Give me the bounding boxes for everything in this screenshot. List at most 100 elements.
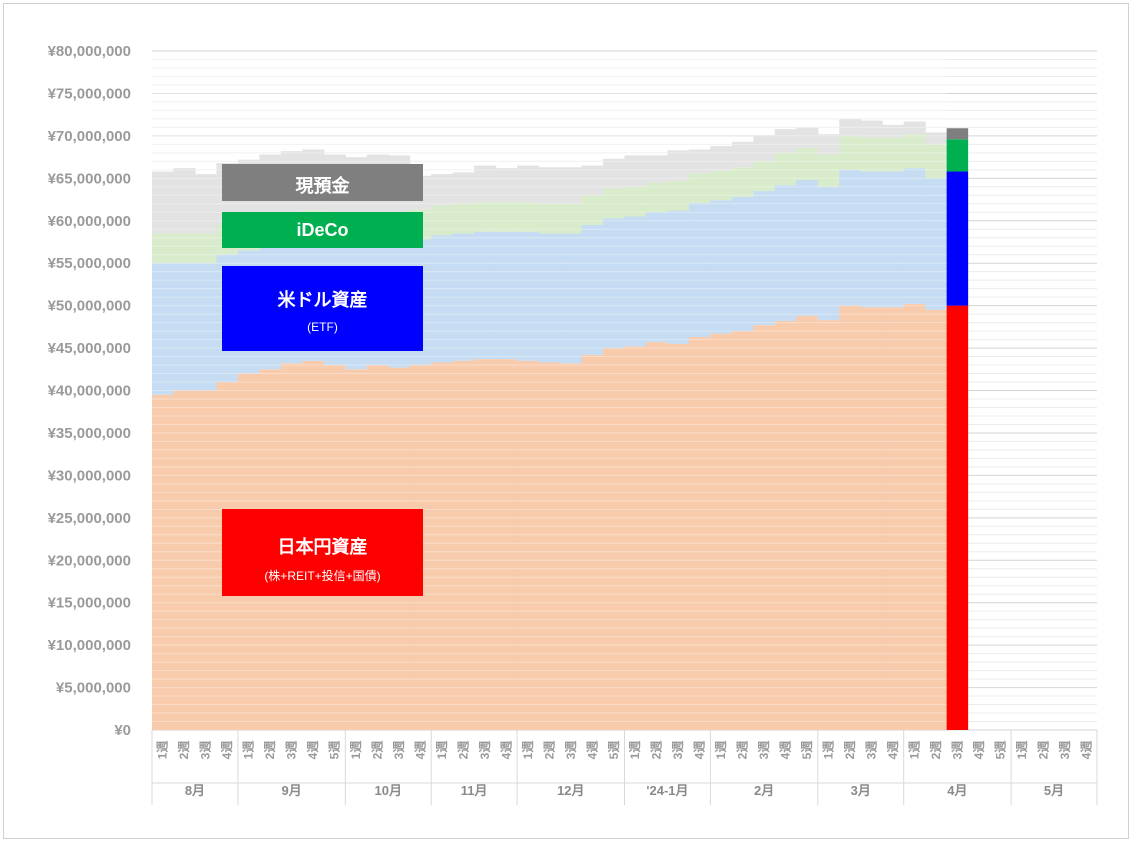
bar-ideco — [431, 205, 454, 236]
week-label: 5週 — [606, 741, 621, 760]
week-label: 1週 — [434, 741, 449, 760]
bar-usd_assets — [667, 210, 690, 344]
bar-usd_assets — [946, 171, 969, 306]
bar-cash — [839, 118, 862, 136]
y-tick-label: ¥75,000,000 — [48, 85, 131, 102]
bar-cash — [431, 174, 454, 206]
bar-cash — [603, 158, 626, 189]
bar-jpy_assets — [731, 331, 754, 730]
week-label: 5週 — [327, 741, 342, 760]
bar-ideco — [173, 233, 196, 264]
week-label: 4週 — [778, 741, 793, 760]
bar-ideco — [903, 134, 926, 169]
bar-cash — [538, 167, 561, 204]
legend-jpy-sub: (株+REIT+投信+国債) — [264, 569, 381, 583]
week-label: 4週 — [305, 741, 320, 760]
week-label: 1週 — [520, 741, 535, 760]
bar-usd_assets — [495, 231, 518, 360]
week-label: 4週 — [971, 741, 986, 760]
bar-cash — [731, 141, 754, 168]
y-tick-label: ¥25,000,000 — [48, 510, 131, 527]
bar-jpy_assets — [452, 360, 475, 730]
bar-ideco — [946, 139, 969, 172]
bar-usd_assets — [731, 196, 754, 332]
month-label: 12月 — [557, 783, 584, 798]
bar-usd_assets — [753, 191, 776, 326]
x-axis: 1週 2週 3週 4週 8月 1週 2週 3週 4週 5週 9月 1週 2週 3週 4週 10月 1週 2週 3週 4… — [151, 730, 1098, 805]
bar-ideco — [860, 137, 883, 172]
month-label: 4月 — [947, 783, 967, 798]
week-label: 3週 — [391, 741, 406, 760]
week-label: 3週 — [1057, 741, 1072, 760]
y-tick-label: ¥80,000,000 — [48, 43, 131, 60]
bar-cash — [560, 167, 583, 204]
week-label: 1週 — [348, 741, 363, 760]
bar-usd_assets — [925, 178, 948, 310]
bar-ideco — [152, 233, 175, 264]
bar-jpy_assets — [173, 390, 196, 730]
bar-cash — [753, 135, 776, 162]
week-label: 2週 — [1035, 741, 1050, 760]
bar-usd_assets — [774, 185, 797, 321]
bar-usd_assets — [538, 233, 561, 363]
y-tick-label: ¥45,000,000 — [48, 340, 131, 357]
bar-usd_assets — [517, 231, 540, 361]
bar-ideco — [645, 182, 669, 213]
bar-cash — [452, 172, 475, 204]
y-tick-label: ¥55,000,000 — [48, 255, 131, 272]
y-tick-label: ¥35,000,000 — [48, 425, 131, 442]
bar-ideco — [624, 186, 647, 217]
y-tick-label: ¥30,000,000 — [48, 467, 131, 484]
legend-box-jpy: 日本円資産 (株+REIT+投信+国債) — [222, 509, 423, 596]
week-label: 2週 — [842, 741, 857, 760]
bar-usd_assets — [860, 171, 883, 308]
week-label: 3週 — [198, 741, 213, 760]
y-tick-label: ¥10,000,000 — [48, 637, 131, 654]
bar-ideco — [194, 233, 218, 264]
bar-usd_assets — [431, 235, 454, 363]
legend-jpy-label: 日本円資産 — [277, 537, 368, 557]
bar-jpy_assets — [667, 343, 690, 730]
bar-jpy_assets — [882, 307, 905, 730]
bar-jpy_assets — [753, 325, 776, 730]
legend-cash-label: 現預金 — [295, 176, 350, 196]
bar-usd_assets — [624, 216, 647, 347]
bar-cash — [495, 168, 518, 203]
week-label: 4週 — [584, 741, 599, 760]
bar-jpy_assets — [925, 309, 948, 730]
bar-jpy_assets — [560, 363, 583, 730]
bar-cash — [581, 165, 604, 196]
week-label: 1週 — [1014, 741, 1029, 760]
bar-usd_assets — [903, 168, 926, 304]
week-label: 3週 — [949, 741, 964, 760]
week-label: 5週 — [799, 741, 814, 760]
y-axis: ¥0 ¥5,000,000 ¥10,000,000 ¥15,000,000 ¥20,00… — [48, 43, 131, 739]
month-label: 10月 — [375, 783, 402, 798]
bar-jpy_assets — [581, 354, 604, 730]
month-label: 11月 — [461, 783, 488, 798]
week-label: 1週 — [906, 741, 921, 760]
month-label: 3月 — [851, 783, 871, 798]
bar-cash — [624, 155, 647, 187]
bar-jpy_assets — [474, 359, 497, 730]
bar-jpy_assets — [495, 359, 518, 730]
y-tick-label: ¥20,000,000 — [48, 552, 131, 569]
legend-box-usd: 米ドル資産 (ETF) — [222, 266, 423, 351]
bar-cash — [774, 129, 797, 153]
bar-cash — [194, 174, 218, 234]
bar-jpy_assets — [431, 362, 454, 730]
bar-ideco — [839, 135, 862, 170]
bar-cash — [710, 146, 733, 171]
week-label: 1週 — [155, 741, 170, 760]
week-label: 4週 — [219, 741, 234, 760]
bar-cash — [645, 155, 669, 183]
bar-ideco — [474, 202, 497, 232]
bar-ideco — [753, 161, 776, 192]
y-tick-label: ¥5,000,000 — [56, 680, 131, 697]
bar-jpy_assets — [517, 360, 540, 730]
bar-ideco — [710, 170, 733, 201]
bar-usd_assets — [710, 200, 733, 334]
y-tick-label: ¥60,000,000 — [48, 213, 131, 230]
bar-ideco — [560, 203, 583, 234]
bar-usd_assets — [474, 231, 497, 360]
